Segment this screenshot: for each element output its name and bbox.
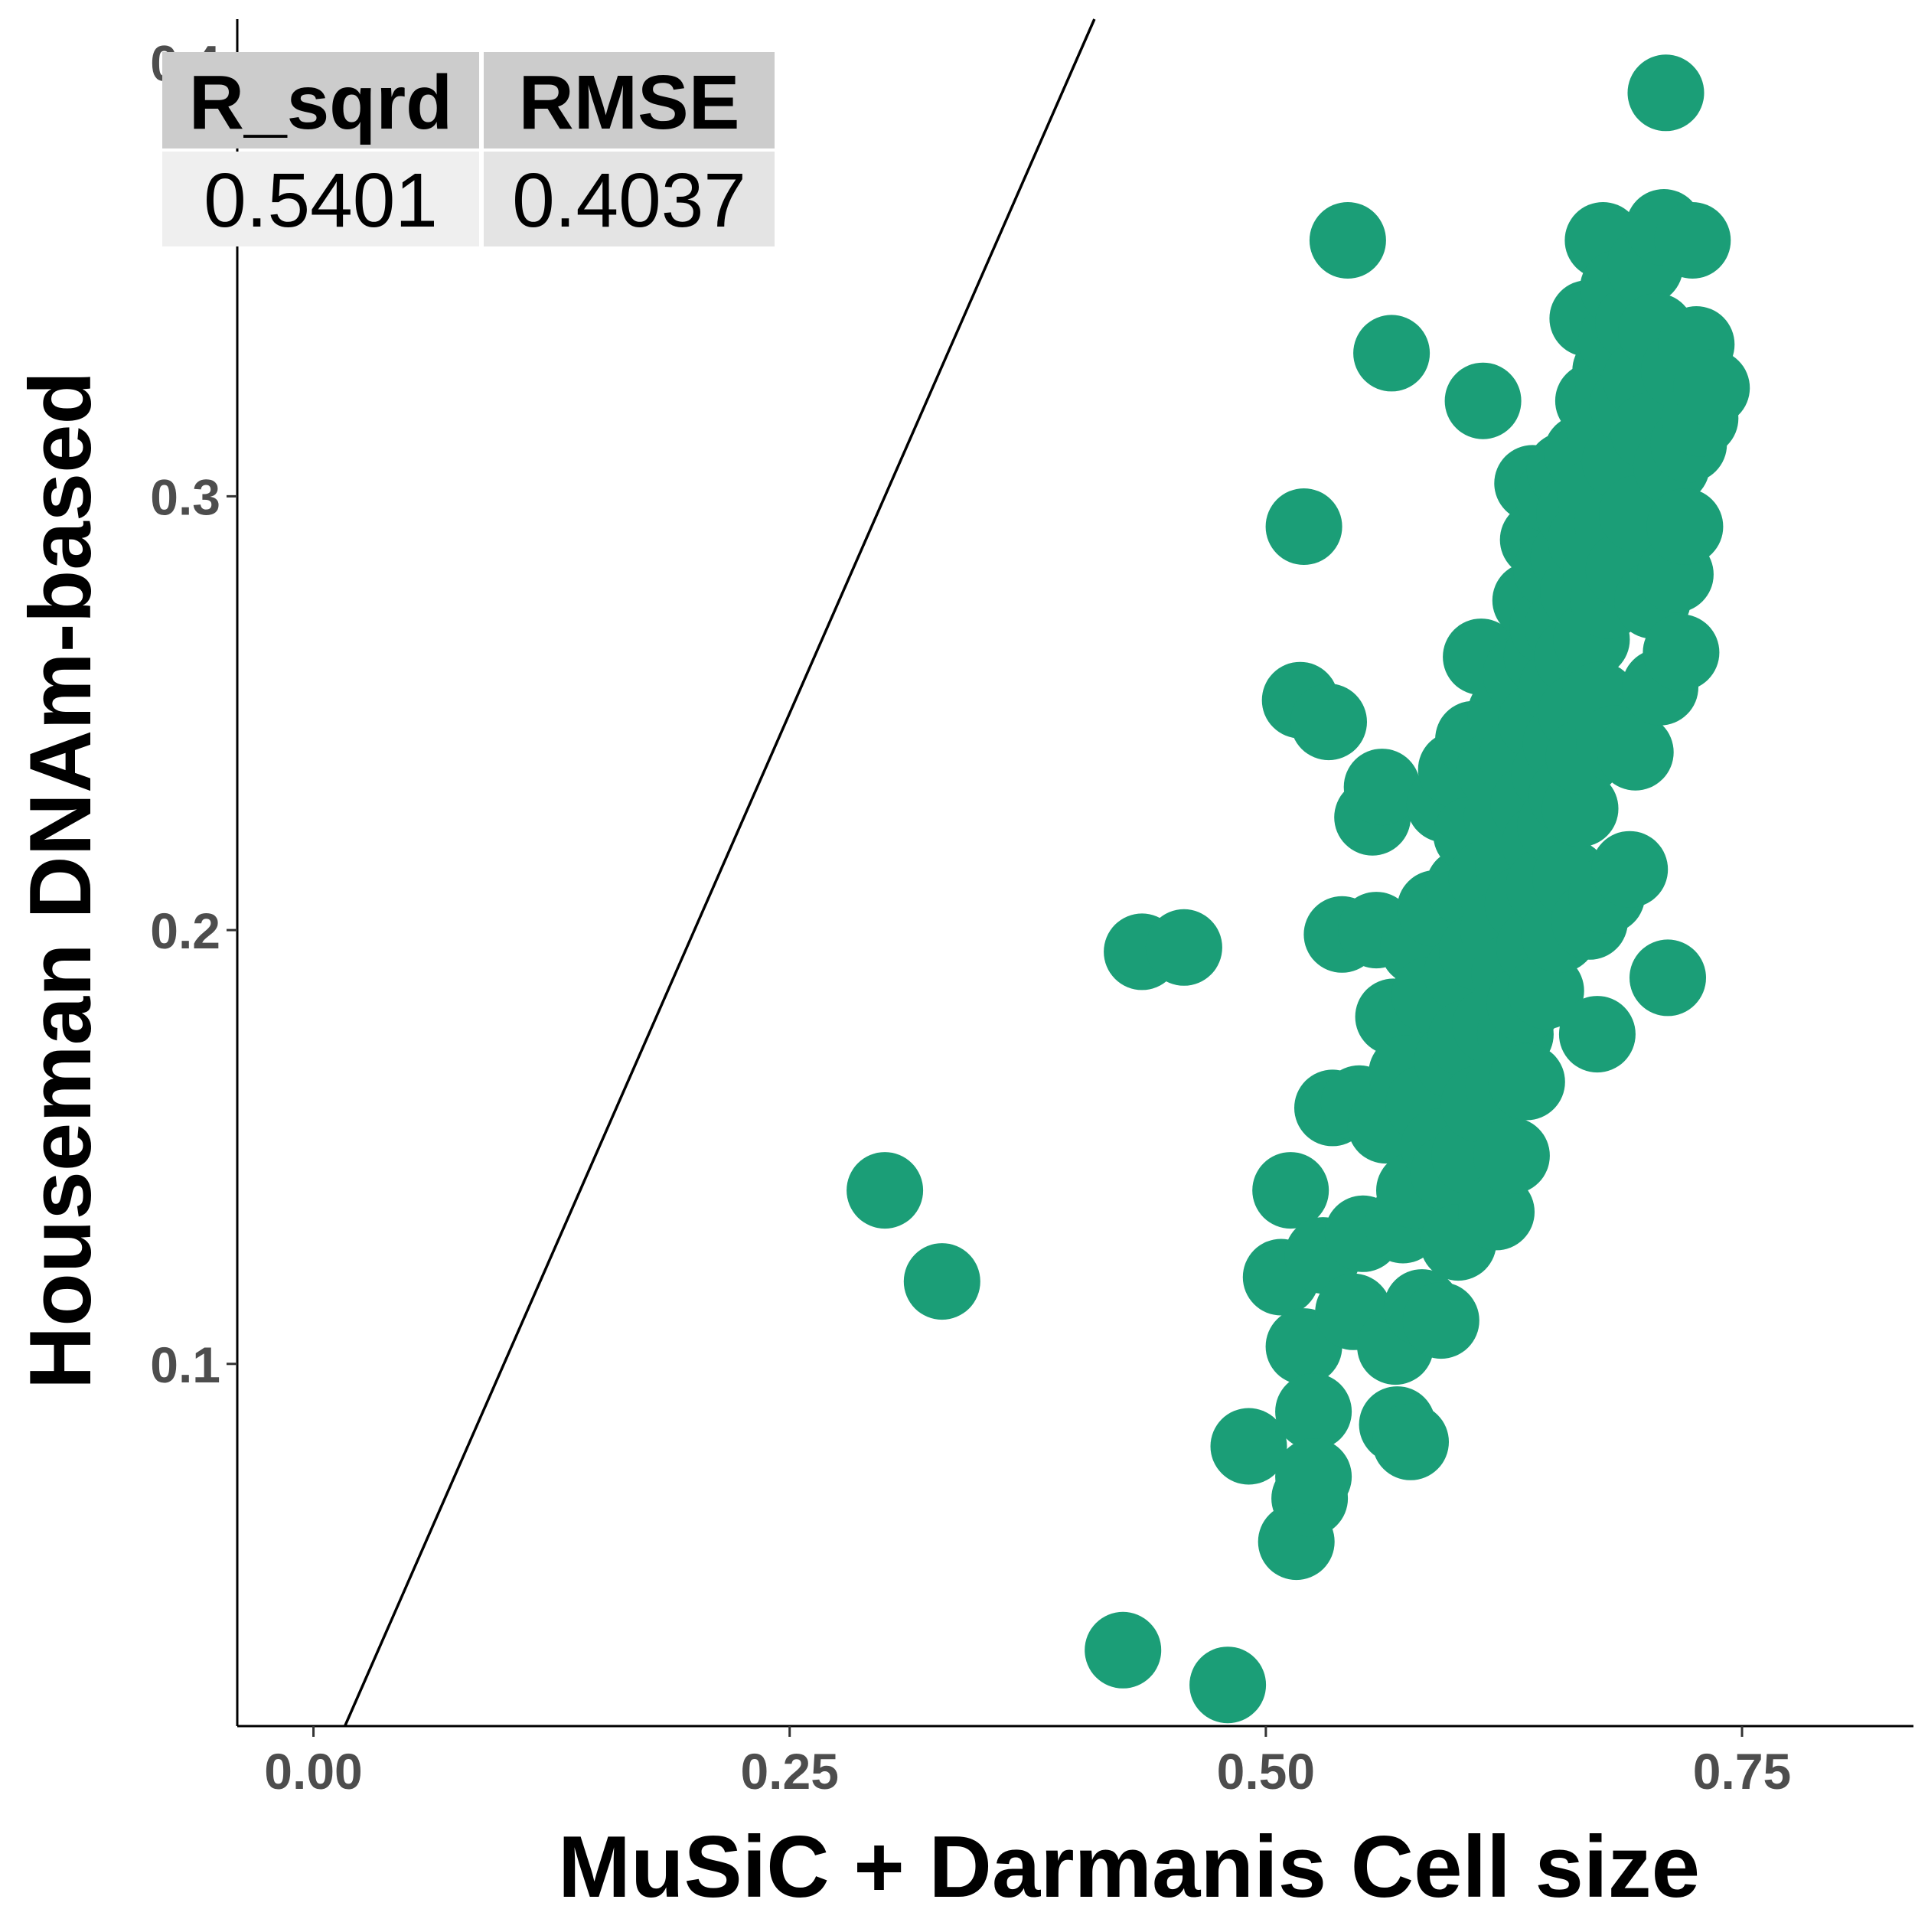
data-point <box>1627 54 1705 132</box>
stats-header-cell-bg <box>162 52 479 148</box>
x-tick-label: 0.25 <box>740 1743 838 1800</box>
y-tick-label: 0.3 <box>150 468 220 525</box>
stats-header-rmse: RMSE <box>519 60 740 145</box>
data-point <box>1488 1043 1565 1121</box>
data-point <box>903 1243 980 1320</box>
data-point <box>1444 362 1522 439</box>
points-layer <box>847 54 1750 1724</box>
data-point <box>1309 202 1386 279</box>
data-point <box>1558 996 1636 1073</box>
stats-value-cell-bg <box>484 152 775 246</box>
y-tick-label: 0.1 <box>150 1336 220 1393</box>
stats-value-rmse: 0.4037 <box>512 158 746 243</box>
x-tick-label: 0.00 <box>264 1743 362 1800</box>
ticks-layer: 0.000.250.500.750.10.20.30.4 <box>150 35 1791 1800</box>
data-point <box>1353 315 1431 392</box>
x-tick-label: 0.75 <box>1693 1743 1791 1800</box>
x-tick-label: 0.50 <box>1217 1743 1315 1800</box>
identity-line <box>344 18 1096 1727</box>
data-point <box>1402 1282 1479 1359</box>
data-point <box>1145 909 1222 986</box>
stats-table: R_sqrd RMSE 0.5401 0.4037 <box>162 52 775 246</box>
data-point <box>1265 488 1342 565</box>
data-point <box>847 1152 924 1229</box>
data-point <box>1591 831 1669 908</box>
data-point <box>1643 614 1720 691</box>
data-point <box>1275 1373 1352 1451</box>
data-point <box>1372 1403 1449 1480</box>
axes-layer <box>236 19 1913 1728</box>
data-point <box>1189 1646 1267 1724</box>
stats-value-cell-bg <box>162 152 479 246</box>
data-point <box>1654 202 1731 279</box>
data-point <box>1275 1438 1352 1516</box>
data-point <box>1210 1408 1287 1485</box>
data-point <box>1646 488 1724 565</box>
y-axis-title: Houseman DNAm-based <box>12 371 109 1389</box>
data-point <box>1673 349 1750 426</box>
data-point <box>1597 713 1674 791</box>
data-point <box>1290 684 1367 761</box>
data-point <box>1343 749 1421 826</box>
y-tick-label: 0.2 <box>150 902 220 959</box>
identity-line-layer <box>344 18 1096 1727</box>
stats-header-r-sqrd: R_sqrd <box>189 60 453 145</box>
data-point <box>1473 1117 1550 1194</box>
data-point <box>1085 1611 1162 1689</box>
data-point <box>1630 939 1706 1017</box>
data-point <box>1252 1152 1329 1229</box>
x-axis-title: MuSiC + Darmanis Cell size <box>558 1819 1700 1916</box>
stats-value-r-sqrd: 0.5401 <box>204 158 438 243</box>
stats-header-cell-bg <box>484 52 775 148</box>
